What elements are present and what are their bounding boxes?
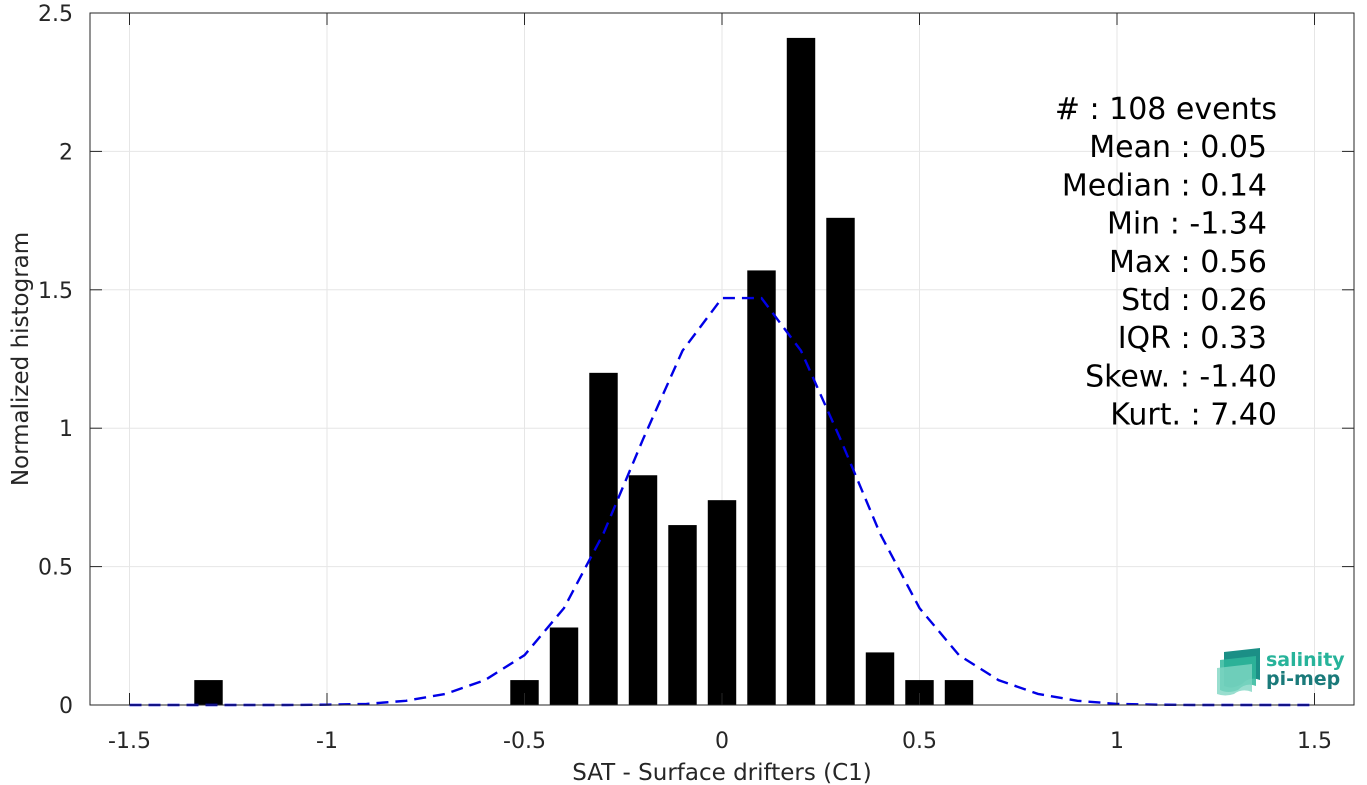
y-tick-label: 0.5 <box>38 556 73 581</box>
histogram-bar <box>786 37 816 706</box>
x-tick-label: 1.5 <box>1297 729 1332 754</box>
y-tick-label: 0 <box>59 694 73 719</box>
stat-line: Mean : 0.05 <box>1089 130 1267 165</box>
histogram-bars <box>194 37 974 706</box>
logo-waves-icon <box>1217 648 1260 696</box>
x-tick-label: -1 <box>316 729 338 754</box>
x-axis-label: SAT - Surface drifters (C1) <box>572 760 872 785</box>
histogram-bar <box>549 627 579 705</box>
salinity-pi-mep-logo: salinity pi-mep <box>1217 648 1345 696</box>
axis-tick-labels: -1.5 -1 -0.5 0 0.5 1 1.5 0 0.5 1 1.5 2 2.5 <box>38 2 1332 754</box>
histogram-bar <box>194 680 223 705</box>
x-tick-label: -1.5 <box>108 729 151 754</box>
y-axis-label: Normalized histogram <box>8 232 34 486</box>
stat-line: Median : 0.14 <box>1062 168 1267 203</box>
y-tick-label: 1 <box>59 417 73 442</box>
x-tick-label: 0 <box>715 729 729 754</box>
x-tick-label: 0.5 <box>902 729 937 754</box>
stat-line: Min : -1.34 <box>1107 207 1267 242</box>
stat-line: Std : 0.26 <box>1121 283 1267 318</box>
stat-line: IQR : 0.33 <box>1118 321 1267 356</box>
stat-line: Skew. : -1.40 <box>1085 359 1277 394</box>
logo-text-line1: salinity <box>1266 649 1345 671</box>
histogram-bar <box>826 217 855 705</box>
x-tick-label: -0.5 <box>503 729 546 754</box>
stat-line: # : 108 events <box>1055 92 1277 127</box>
x-tick-label: 1 <box>1110 729 1124 754</box>
y-tick-label: 1.5 <box>38 279 73 304</box>
stat-line: Max : 0.56 <box>1109 245 1267 280</box>
histogram-bar <box>589 372 618 705</box>
stat-line: Kurt. : 7.40 <box>1110 398 1277 433</box>
y-tick-label: 2.5 <box>38 2 73 27</box>
histogram-bar <box>944 680 974 705</box>
histogram-bar <box>668 525 697 705</box>
histogram-bar <box>707 500 737 705</box>
logo-text-line2: pi-mep <box>1266 668 1340 690</box>
axis-ticks <box>90 12 1354 706</box>
y-tick-label: 2 <box>59 140 73 165</box>
histogram-bar <box>865 652 895 705</box>
histogram-bar <box>747 270 776 705</box>
histogram-bar <box>628 475 658 705</box>
